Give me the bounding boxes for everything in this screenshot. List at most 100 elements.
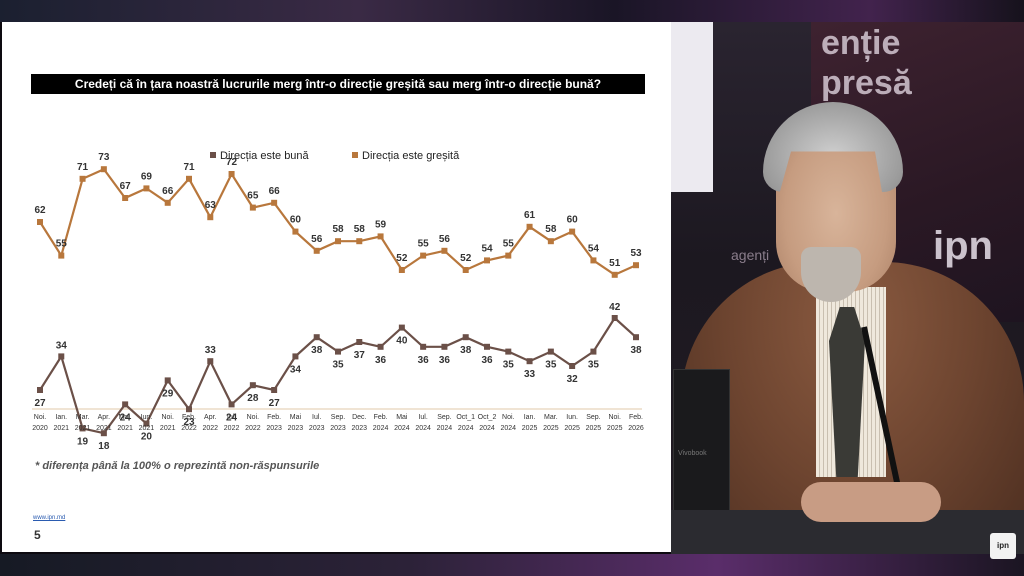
data-label: 71 bbox=[77, 162, 89, 173]
x-tick-label-year: 2023 bbox=[266, 425, 282, 432]
backdrop-text-1: enție bbox=[821, 24, 901, 62]
data-label: 51 bbox=[609, 258, 621, 269]
data-point bbox=[292, 228, 299, 235]
x-tick-label-year: 2025 bbox=[607, 425, 623, 432]
laptop: Vivobook bbox=[673, 369, 730, 511]
laptop-brand: Vivobook bbox=[678, 450, 707, 457]
data-point bbox=[611, 271, 618, 278]
data-point bbox=[249, 382, 256, 389]
x-tick-label-month: Feb. bbox=[629, 414, 643, 421]
data-label: 73 bbox=[98, 152, 110, 163]
x-tick-label-month: Mai bbox=[290, 414, 302, 421]
presentation-slide: Credeți că în țara noastră lucrurile mer… bbox=[2, 22, 671, 552]
x-tick-label-year: 2023 bbox=[288, 425, 304, 432]
data-point bbox=[505, 252, 512, 259]
x-tick-label-month: Iun. bbox=[141, 414, 153, 421]
data-point bbox=[547, 348, 554, 355]
data-point bbox=[313, 334, 320, 341]
data-label: 20 bbox=[141, 432, 153, 443]
data-point bbox=[186, 406, 192, 413]
data-label: 72 bbox=[226, 157, 238, 168]
data-label: 63 bbox=[205, 200, 217, 211]
x-tick-label-month: Sep. bbox=[586, 414, 600, 421]
data-label: 33 bbox=[205, 345, 217, 356]
x-tick-label-month: Feb. bbox=[267, 414, 281, 421]
data-point bbox=[547, 238, 554, 245]
data-point bbox=[79, 175, 86, 182]
data-label: 67 bbox=[120, 181, 132, 192]
data-label: 38 bbox=[460, 345, 472, 356]
data-point bbox=[100, 166, 107, 173]
data-point bbox=[633, 262, 639, 269]
legend-label: Direcția este bună bbox=[220, 150, 310, 162]
x-tick-label-month: Apr. bbox=[98, 414, 111, 421]
data-point bbox=[207, 358, 214, 365]
data-point bbox=[441, 247, 448, 254]
data-label: 36 bbox=[418, 355, 430, 366]
x-tick-label-month: Mai bbox=[396, 414, 408, 421]
x-tick-label-month: Oct_2 bbox=[478, 414, 497, 421]
data-label: 38 bbox=[630, 345, 642, 356]
corner-logo-badge: ipn bbox=[990, 533, 1016, 559]
speaker-tie bbox=[829, 307, 865, 477]
x-tick-label-year: 2023 bbox=[309, 425, 325, 432]
x-tick-label-year: 2021 bbox=[53, 425, 69, 432]
data-point bbox=[164, 377, 171, 384]
data-point bbox=[356, 238, 363, 245]
x-tick-label-year: 2024 bbox=[479, 425, 495, 432]
page-number: 5 bbox=[34, 528, 41, 542]
data-label: 71 bbox=[183, 162, 195, 173]
data-point bbox=[526, 223, 533, 230]
x-tick-label-year: 2023 bbox=[351, 425, 367, 432]
agency-text: agenți bbox=[731, 247, 770, 263]
x-tick-label-year: 2025 bbox=[522, 425, 538, 432]
x-tick-label-year: 2025 bbox=[586, 425, 602, 432]
data-label: 58 bbox=[332, 224, 344, 235]
data-label: 56 bbox=[311, 234, 323, 245]
x-tick-label-year: 2022 bbox=[181, 425, 197, 432]
data-point bbox=[335, 238, 341, 245]
data-label: 55 bbox=[503, 239, 515, 250]
x-tick-label-month: Noi. bbox=[247, 414, 260, 421]
x-tick-label-month: Iul. bbox=[227, 414, 236, 421]
data-label: 42 bbox=[609, 302, 621, 313]
data-point bbox=[462, 334, 469, 341]
data-label: 36 bbox=[481, 355, 493, 366]
x-tick-label-month: Noi. bbox=[161, 414, 174, 421]
data-label: 27 bbox=[34, 398, 46, 409]
data-point bbox=[143, 420, 150, 427]
x-tick-label-year: 2021 bbox=[139, 425, 155, 432]
data-point bbox=[58, 252, 65, 259]
data-label: 52 bbox=[396, 253, 408, 264]
data-point bbox=[377, 233, 384, 240]
footnote: * diferența până la 100% o reprezintă no… bbox=[35, 460, 320, 472]
data-point bbox=[590, 257, 597, 264]
data-label: 58 bbox=[354, 224, 366, 235]
data-point bbox=[462, 267, 469, 273]
data-label: 66 bbox=[162, 186, 174, 197]
data-point bbox=[58, 353, 65, 360]
slide-title: Credeți că în țara noastră lucrurile mer… bbox=[31, 74, 645, 94]
x-tick-label-month: Ian. bbox=[55, 414, 67, 421]
data-point bbox=[100, 430, 107, 437]
data-label: 18 bbox=[98, 441, 110, 452]
data-label: 56 bbox=[439, 234, 451, 245]
x-tick-label-year: 2024 bbox=[458, 425, 474, 432]
source-link[interactable]: www.ipn.md bbox=[33, 515, 66, 521]
data-point bbox=[633, 334, 639, 341]
data-point bbox=[611, 315, 618, 321]
data-point bbox=[335, 348, 341, 355]
x-tick-label-year: 2025 bbox=[564, 425, 580, 432]
data-point bbox=[164, 199, 171, 206]
data-label: 60 bbox=[290, 215, 302, 226]
data-label: 40 bbox=[396, 336, 408, 347]
x-tick-label-month: Dec. bbox=[352, 414, 366, 421]
x-tick-label-month: Noi. bbox=[608, 414, 621, 421]
data-label: 24 bbox=[120, 412, 132, 423]
data-label: 36 bbox=[439, 355, 451, 366]
data-label: 55 bbox=[56, 239, 68, 250]
x-tick-label-year: 2023 bbox=[330, 425, 346, 432]
data-point bbox=[313, 247, 320, 254]
data-point bbox=[526, 358, 533, 365]
data-point bbox=[484, 257, 490, 264]
